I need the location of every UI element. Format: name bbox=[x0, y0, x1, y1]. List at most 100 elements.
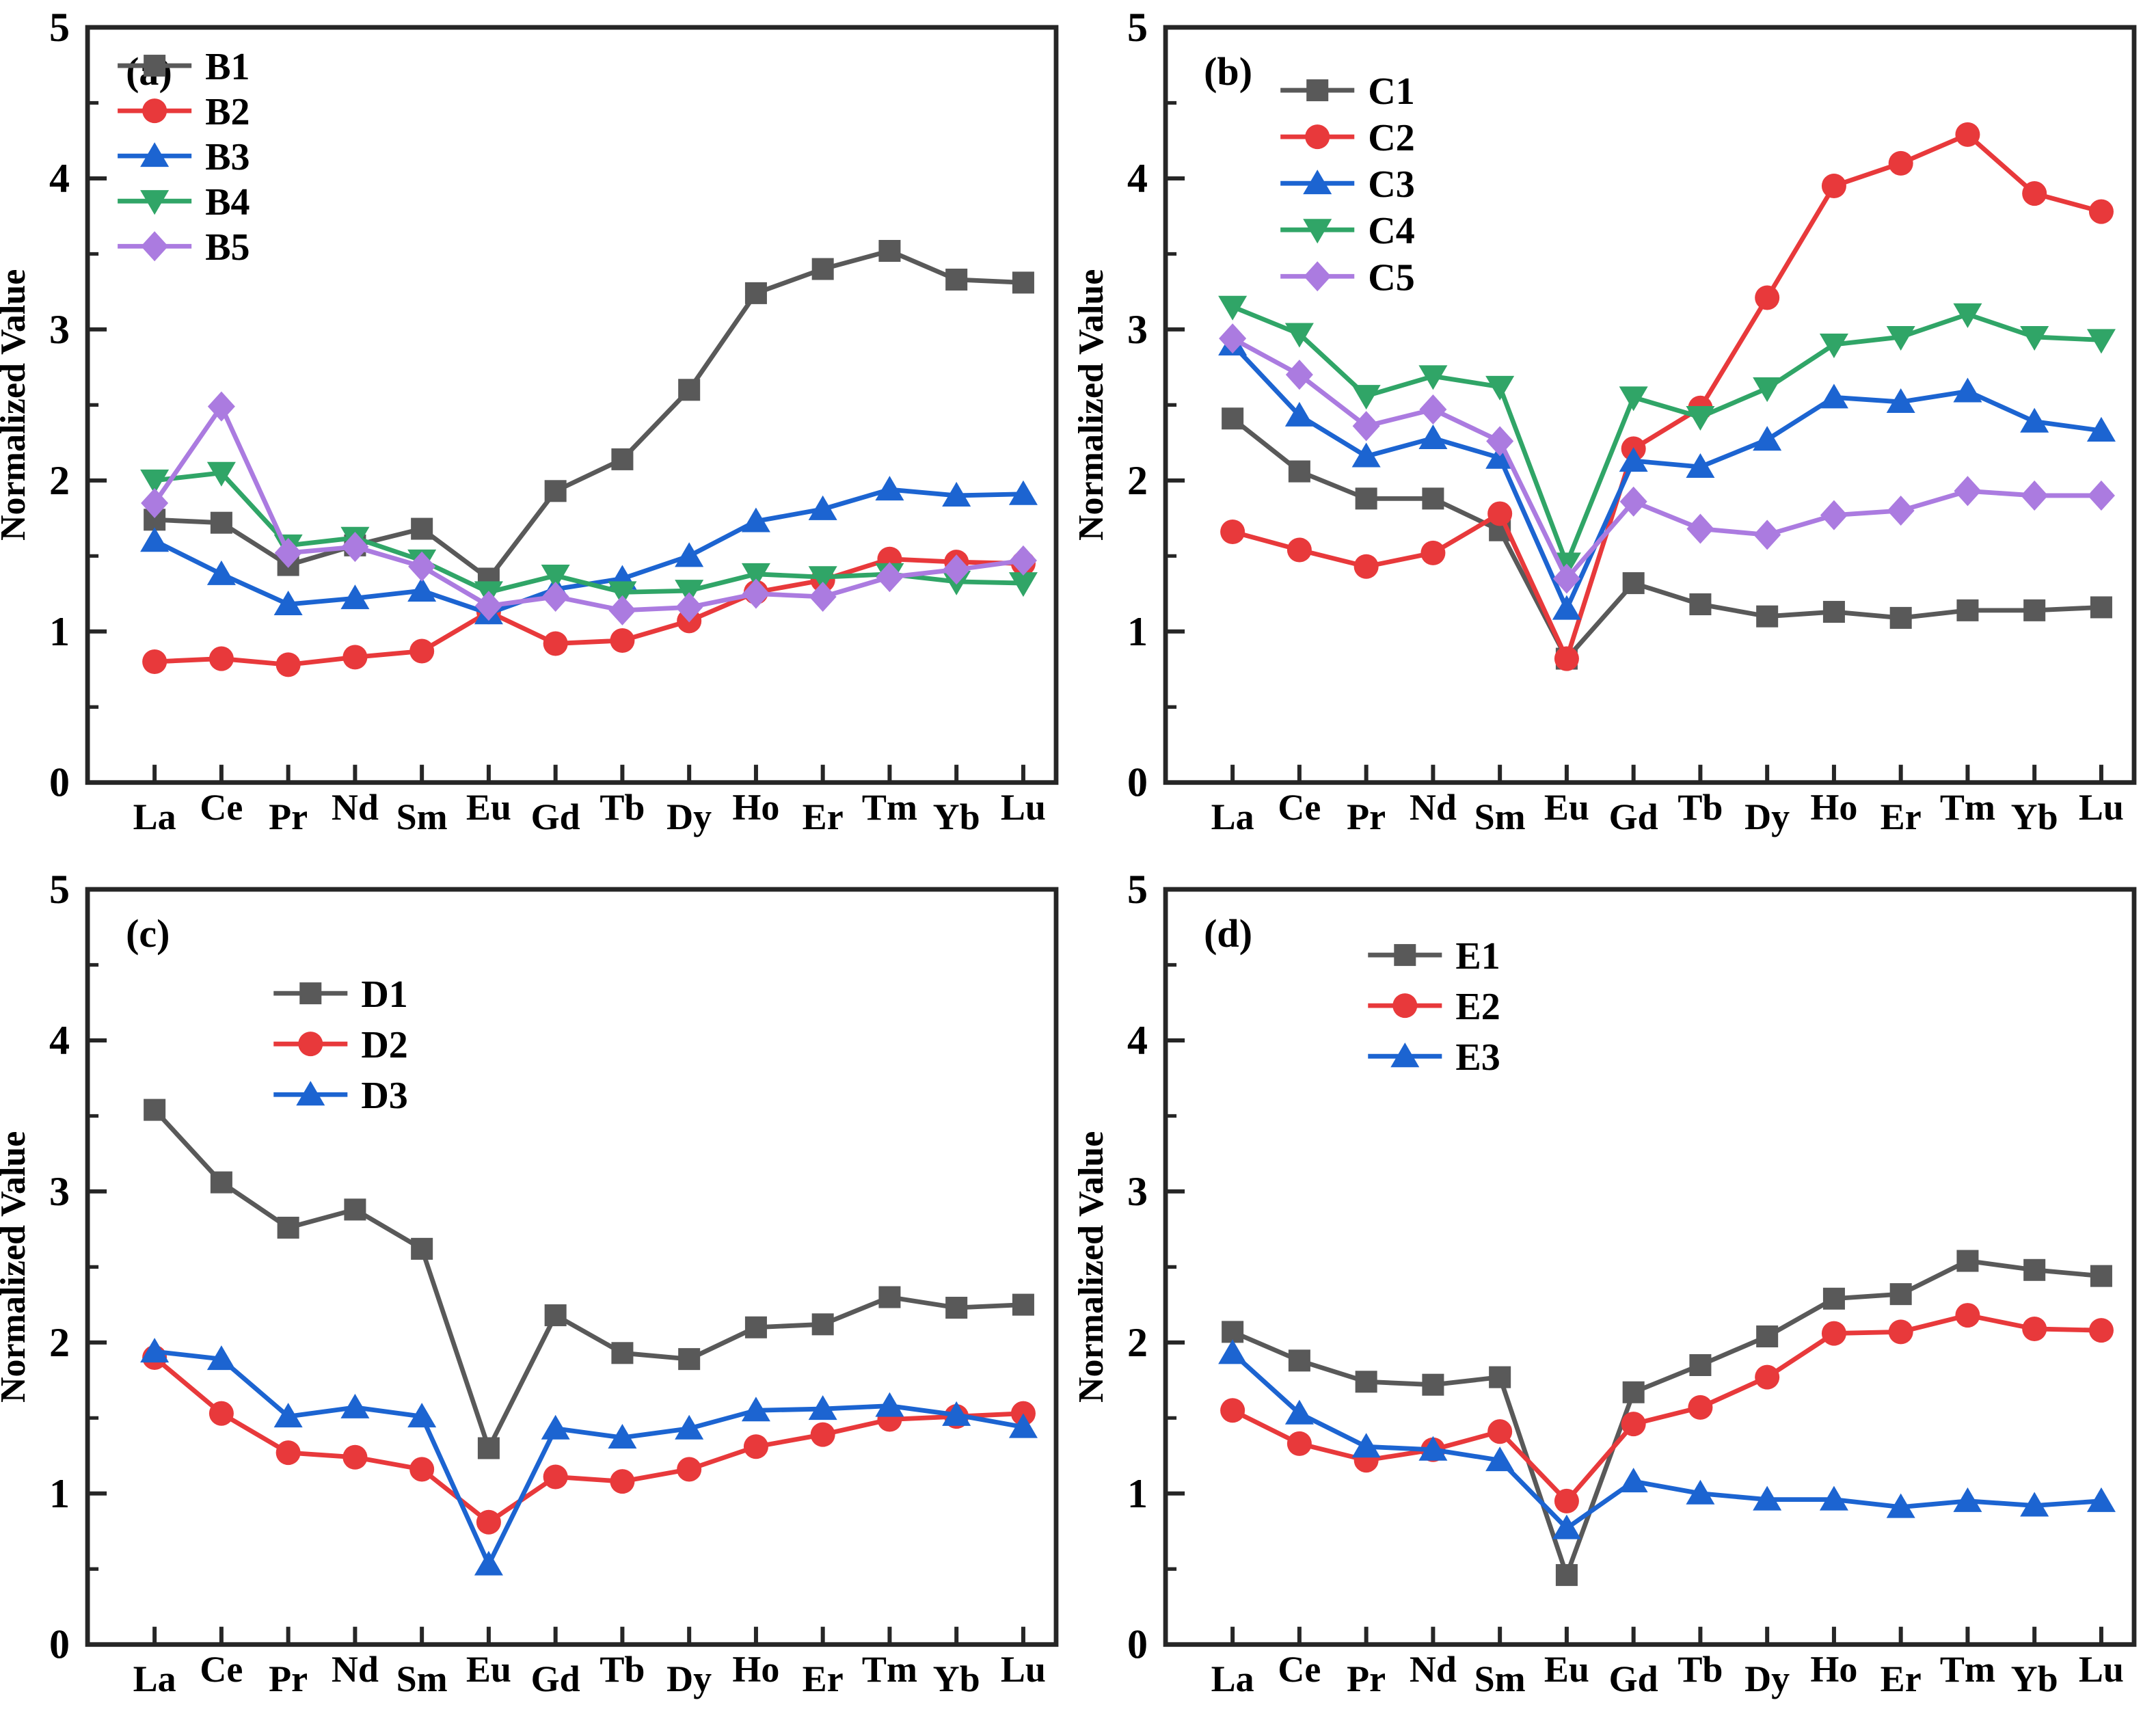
series-E1-point-Pr bbox=[1355, 1371, 1377, 1393]
panel-letter: (c) bbox=[126, 911, 170, 956]
x-category-label: Ho bbox=[732, 787, 779, 828]
y-tick-label: 0 bbox=[1127, 760, 1148, 805]
y-tick-label: 1 bbox=[49, 1471, 70, 1516]
series-D2-point-Eu bbox=[476, 1509, 501, 1535]
series-E1-point-Nd bbox=[1422, 1373, 1444, 1396]
series-B5-point-Er bbox=[809, 581, 837, 612]
series-B2-point-Sm bbox=[409, 638, 435, 664]
x-category-label: Tb bbox=[599, 1649, 645, 1690]
series-B3-point-Sm bbox=[407, 577, 437, 602]
series-C1-point-Dy bbox=[1756, 605, 1779, 628]
series-C5-point-Sm bbox=[1486, 426, 1514, 457]
series-D1-point-Tb bbox=[611, 1342, 634, 1364]
legend-B4-marker bbox=[140, 190, 170, 215]
series-C2-point-Nd bbox=[1420, 540, 1446, 565]
legend-B5-marker bbox=[141, 231, 169, 262]
series-B3-point-Lu bbox=[1008, 480, 1038, 505]
x-category-label: Gd bbox=[1609, 1658, 1658, 1699]
series-D1-point-Pr bbox=[277, 1216, 299, 1239]
series-E2-point-Tb bbox=[1688, 1395, 1713, 1420]
y-tick-label: 3 bbox=[49, 1169, 70, 1214]
y-tick-label: 2 bbox=[49, 1320, 70, 1365]
legend-E2-marker bbox=[1392, 993, 1418, 1018]
y-axis-title: Normalized Value bbox=[1078, 1131, 1111, 1402]
series-E1-point-Lu bbox=[2090, 1265, 2112, 1287]
series-C2-point-Pr bbox=[1353, 554, 1379, 579]
x-category-label: Yb bbox=[933, 1658, 980, 1699]
series-E1-point-Sm bbox=[1489, 1366, 1511, 1388]
series-C1-point-Yb bbox=[2023, 599, 2046, 621]
series-B4-point-Ho bbox=[741, 563, 770, 588]
series-D3-point-La bbox=[140, 1337, 170, 1362]
series-B1-point-Dy bbox=[678, 379, 701, 401]
series-C4-point-Tb bbox=[1686, 406, 1715, 431]
series-E3-point-Eu bbox=[1552, 1514, 1581, 1539]
legend-C1-label: C1 bbox=[1368, 70, 1414, 113]
series-C1-point-Lu bbox=[2090, 596, 2112, 619]
series-C1-point-Ho bbox=[1822, 601, 1845, 623]
legend-C2-label: C2 bbox=[1368, 117, 1414, 159]
x-category-label: Ce bbox=[200, 1649, 243, 1690]
series-C5-point-Dy bbox=[1753, 520, 1781, 550]
series-D1-point-Sm bbox=[411, 1237, 433, 1260]
series-D3-point-Eu bbox=[474, 1550, 503, 1576]
series-D3-point-Er bbox=[808, 1395, 837, 1420]
series-C4-point-Dy bbox=[1753, 377, 1782, 403]
series-C1-point-Tm bbox=[1956, 599, 1979, 621]
series-C3-point-Er bbox=[1886, 388, 1915, 413]
x-category-label: Ho bbox=[1810, 787, 1857, 828]
series-E3-point-Tm bbox=[1953, 1487, 1982, 1512]
series-C5-point-Eu bbox=[1552, 563, 1580, 594]
series-E1-point-Yb bbox=[2023, 1258, 2046, 1281]
series-B1-point-Er bbox=[811, 258, 834, 280]
series-E2-point-Ce bbox=[1286, 1431, 1312, 1456]
series-D3-point-Yb bbox=[942, 1401, 971, 1426]
series-E2-point-Er bbox=[1888, 1319, 1913, 1345]
x-category-label: Pr bbox=[269, 1658, 308, 1699]
series-E3-line bbox=[1230, 1351, 2102, 1531]
legend-B2-marker bbox=[142, 98, 167, 124]
x-category-label: Tb bbox=[1677, 787, 1723, 828]
x-category-label: La bbox=[133, 796, 176, 837]
series-E1-point-Ho bbox=[1822, 1287, 1845, 1310]
series-B2-point-Tb bbox=[610, 628, 635, 654]
x-category-label: Nd bbox=[332, 1649, 379, 1690]
series-D3-point-Lu bbox=[1008, 1413, 1038, 1438]
series-B5-point-Tb bbox=[608, 595, 636, 625]
series-C3-point-Tb bbox=[1686, 453, 1715, 478]
series-C4-point-Sm bbox=[1485, 375, 1515, 401]
series-C5-point-Ho bbox=[1820, 500, 1848, 530]
series-D2-point-Sm bbox=[409, 1457, 435, 1482]
series-C2-point-Lu bbox=[2088, 199, 2114, 224]
legend-B1-marker bbox=[144, 55, 166, 77]
series-C2-point-Tm bbox=[1955, 122, 1980, 147]
series-B3-point-Ce bbox=[206, 560, 236, 585]
series-C2-point-Ho bbox=[1821, 174, 1846, 199]
legend-C4-marker bbox=[1303, 219, 1332, 244]
series-C5-point-Er bbox=[1887, 496, 1915, 526]
series-B5-point-Sm bbox=[408, 551, 436, 582]
y-tick-label: 1 bbox=[49, 609, 70, 654]
series-B5-point-Eu bbox=[474, 591, 502, 621]
x-category-label: Ho bbox=[1810, 1649, 1857, 1690]
series-D3-point-Ho bbox=[741, 1397, 770, 1422]
series-C3-point-Gd bbox=[1619, 447, 1648, 472]
y-tick-label: 0 bbox=[1127, 1622, 1148, 1667]
x-category-label: Eu bbox=[466, 787, 511, 828]
panel-a-chart: 0 1 2 3 4 5 La Ce Pr Nd Sm Eu Gd Tb Dy Ho Er Tm Yb Lu Normal… bbox=[0, 5, 1059, 837]
series-C4-point-Nd bbox=[1418, 365, 1448, 390]
series-B2-point-Nd bbox=[342, 645, 368, 670]
series-C5-point-Yb bbox=[2021, 480, 2049, 511]
series-D3-point-Tb bbox=[608, 1423, 637, 1449]
x-category-label: Tm bbox=[1940, 787, 1995, 828]
legend-E2-label: E2 bbox=[1455, 986, 1500, 1028]
series-B3-point-Er bbox=[808, 495, 837, 520]
series-E3-point-Ce bbox=[1284, 1399, 1314, 1425]
series-D2-point-Tb bbox=[610, 1468, 635, 1494]
y-tick-label: 3 bbox=[49, 307, 70, 352]
y-tick-label: 4 bbox=[1127, 1018, 1148, 1063]
series-C1-point-Pr bbox=[1355, 487, 1377, 510]
series-D1-line bbox=[152, 1108, 1024, 1451]
series-E2-line bbox=[1231, 1312, 2102, 1504]
series-C2-point-Yb bbox=[2022, 181, 2047, 206]
